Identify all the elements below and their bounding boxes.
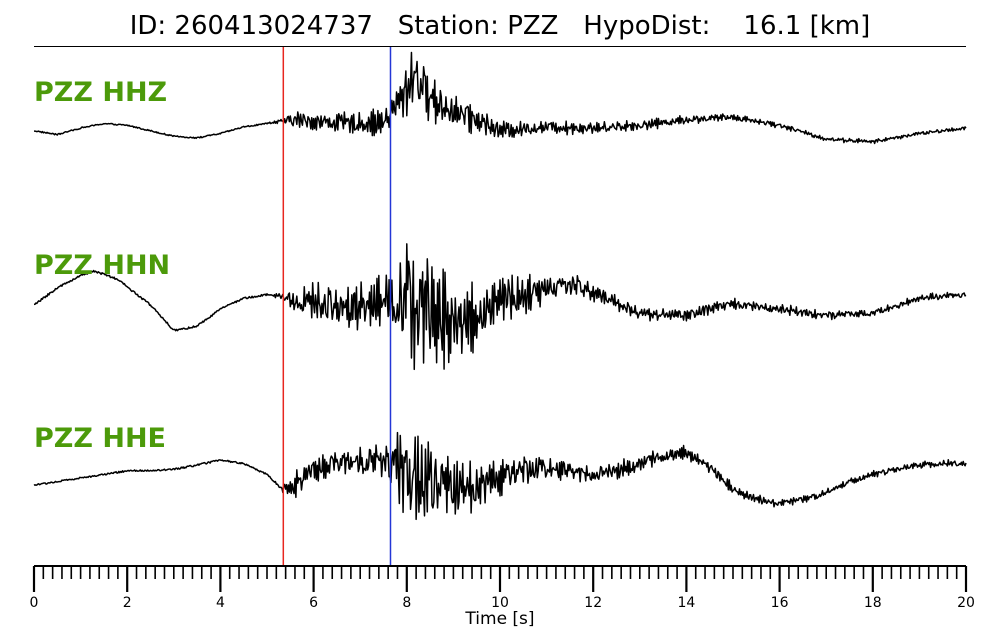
trace-label-pzz-hhn: PZZ HHN [34, 250, 170, 281]
trace-group [33, 51, 967, 521]
x-tick-label: 8 [402, 595, 411, 611]
x-tick-label: 18 [864, 595, 882, 611]
chart-title: ID: 260413024737 Station: PZZ HypoDist: … [129, 11, 871, 41]
x-tick-label: 6 [309, 595, 318, 611]
x-tick-label: 12 [584, 595, 602, 611]
trace-label-group: PZZ HHZ PZZ HHN PZZ HHE [34, 77, 170, 454]
x-tick-label: 20 [957, 595, 975, 611]
x-tick-label: 0 [30, 595, 39, 611]
chart-header: ID: 260413024737 Station: PZZ HypoDist: … [34, 6, 966, 47]
phase-marker-group [282, 47, 392, 566]
x-tick-label: 4 [216, 595, 225, 611]
x-tick-label: 14 [677, 595, 695, 611]
trace-label-pzz-hhe: PZZ HHE [34, 423, 166, 454]
x-axis: 0 2 4 6 8 10 12 14 16 18 20 [30, 565, 975, 611]
trace-line-pzz-hhn [33, 243, 967, 371]
x-axis-label: Time [s] [464, 609, 534, 629]
x-tick-label: 10 [491, 595, 509, 611]
trace-line-pzz-hhe [33, 431, 967, 521]
x-tick-label: 2 [123, 595, 132, 611]
trace-line-pzz-hhz [33, 51, 967, 145]
trace-label-pzz-hhz: PZZ HHZ [34, 77, 167, 108]
x-tick-label: 16 [771, 595, 789, 611]
